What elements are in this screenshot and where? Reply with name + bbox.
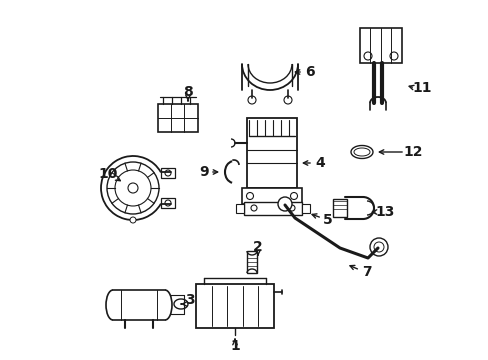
Text: 4: 4 xyxy=(314,156,324,170)
Bar xyxy=(302,204,309,213)
Circle shape xyxy=(389,52,397,60)
Text: 1: 1 xyxy=(230,339,240,353)
Bar xyxy=(161,168,175,178)
Text: 10: 10 xyxy=(98,167,118,181)
Bar xyxy=(246,251,257,273)
Text: 8: 8 xyxy=(183,85,192,99)
Bar xyxy=(158,104,198,132)
Text: 3: 3 xyxy=(185,293,194,307)
Circle shape xyxy=(246,193,253,199)
Circle shape xyxy=(128,183,138,193)
Circle shape xyxy=(107,162,159,214)
Circle shape xyxy=(363,52,371,60)
Bar xyxy=(236,204,244,213)
Circle shape xyxy=(373,242,383,252)
Text: 6: 6 xyxy=(305,65,314,79)
Text: 13: 13 xyxy=(375,205,394,219)
Circle shape xyxy=(288,205,294,211)
Text: 5: 5 xyxy=(323,213,332,227)
Circle shape xyxy=(130,217,136,223)
Text: 2: 2 xyxy=(253,240,263,254)
Bar xyxy=(246,118,296,188)
Bar xyxy=(359,28,401,63)
Text: 12: 12 xyxy=(403,145,422,159)
Circle shape xyxy=(369,238,387,256)
Bar xyxy=(244,202,302,215)
Circle shape xyxy=(164,170,171,176)
Circle shape xyxy=(250,205,257,211)
Text: 9: 9 xyxy=(199,165,208,179)
Circle shape xyxy=(115,170,151,206)
Circle shape xyxy=(278,197,291,211)
Circle shape xyxy=(247,96,256,104)
Circle shape xyxy=(164,200,171,206)
Text: 11: 11 xyxy=(411,81,431,95)
Circle shape xyxy=(284,96,291,104)
Circle shape xyxy=(290,193,297,199)
Bar xyxy=(332,199,346,217)
Bar xyxy=(161,198,175,208)
Text: 7: 7 xyxy=(362,265,371,279)
Bar xyxy=(242,188,302,204)
Bar xyxy=(196,284,273,328)
